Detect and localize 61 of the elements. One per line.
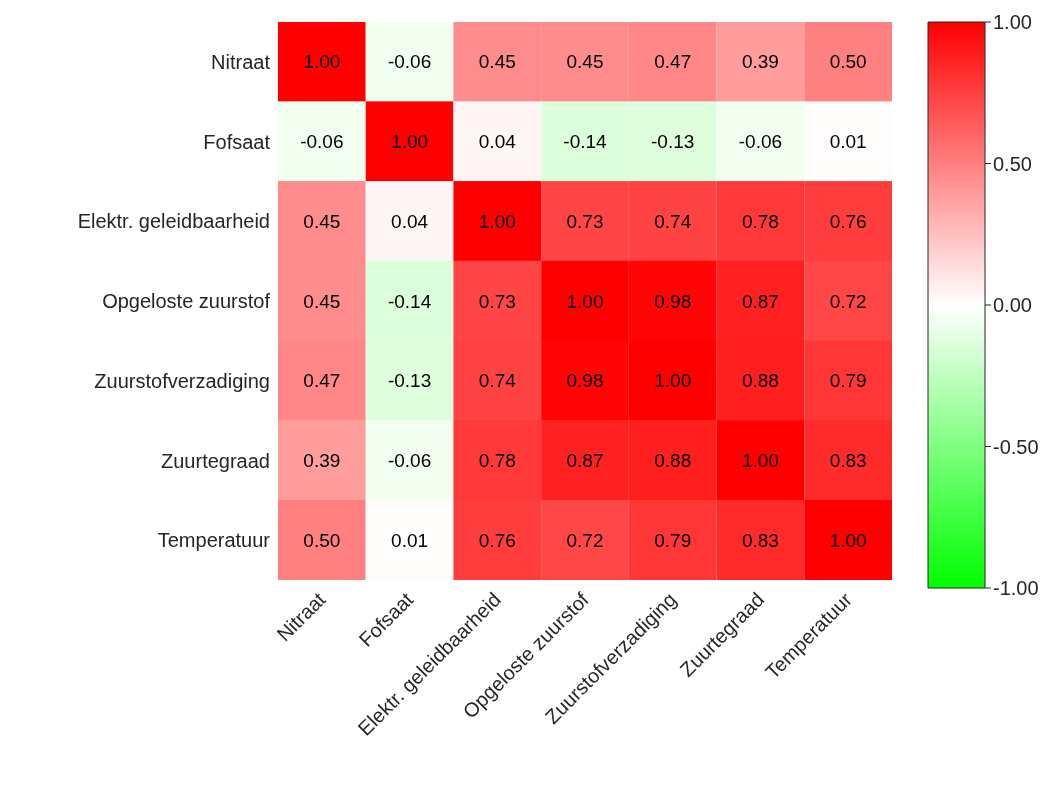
data-label: 0.87 — [741, 290, 779, 312]
data-label: 0.50 — [829, 51, 867, 73]
color-bar-label: -0.50 — [993, 435, 1039, 458]
data-label: 0.87 — [566, 449, 604, 471]
data-label: 0.98 — [566, 370, 604, 392]
data-label: 0.83 — [741, 529, 779, 551]
data-label: 0.45 — [566, 51, 604, 73]
data-label: 0.98 — [654, 290, 692, 312]
data-label: 0.45 — [478, 51, 516, 73]
data-label: 0.01 — [829, 131, 867, 153]
data-label: 0.78 — [478, 449, 516, 471]
data-label: 0.72 — [829, 290, 867, 312]
data-label: 0.47 — [654, 51, 692, 73]
color-bar-label: 0.50 — [993, 152, 1032, 175]
y-tick-label: Elektr. geleidbaarheid — [77, 210, 270, 233]
data-label: 0.01 — [391, 529, 429, 551]
y-tick-label: Temperatuur — [157, 529, 271, 552]
data-label: 0.74 — [654, 210, 692, 232]
data-label: 0.45 — [303, 210, 341, 232]
data-label: 0.76 — [829, 210, 867, 232]
data-label: 1.00 — [303, 51, 341, 73]
y-tick-label: Fofsaat — [203, 130, 271, 153]
data-label: 1.00 — [566, 290, 604, 312]
data-label: 0.79 — [654, 529, 692, 551]
color-bar-label: -1.00 — [993, 577, 1039, 600]
y-tick-label: Zuurtegraad — [161, 449, 270, 472]
color-bar-label: 0.00 — [993, 294, 1032, 317]
data-label: -0.06 — [738, 131, 783, 153]
data-label: -0.13 — [651, 131, 695, 153]
data-label: 0.72 — [566, 529, 604, 551]
data-label: 1.00 — [741, 449, 779, 471]
data-label: 0.04 — [478, 131, 517, 153]
data-label: -0.06 — [387, 51, 432, 73]
data-label: -0.06 — [387, 449, 432, 471]
data-label: 0.73 — [566, 210, 604, 232]
color-bar-label: 1.00 — [993, 11, 1032, 34]
y-tick-label: Opgeloste zuurstof — [102, 290, 271, 313]
data-label: -0.14 — [387, 290, 432, 312]
data-label: -0.14 — [563, 131, 608, 153]
data-label: 1.00 — [391, 131, 429, 153]
data-label: -0.06 — [300, 131, 344, 153]
data-label: 0.39 — [741, 51, 779, 73]
data-label: 0.83 — [829, 449, 867, 471]
data-label: 1.00 — [829, 529, 867, 551]
data-label: 0.88 — [741, 370, 779, 392]
data-label: 0.04 — [391, 210, 429, 232]
data-label: 0.79 — [829, 370, 867, 392]
data-label: 0.73 — [478, 290, 516, 312]
data-label: 0.47 — [303, 370, 341, 392]
data-label: -0.13 — [387, 370, 432, 392]
data-label: 0.50 — [303, 529, 341, 551]
data-label: 0.45 — [303, 290, 341, 312]
y-tick-label: Zuurstofverzadiging — [94, 369, 270, 392]
data-label: 1.00 — [478, 210, 516, 232]
data-label: 0.76 — [478, 529, 516, 551]
y-tick-label: Nitraat — [211, 50, 271, 73]
data-label: 0.88 — [654, 449, 692, 471]
data-label: 0.74 — [478, 370, 517, 392]
data-label: 1.00 — [654, 370, 692, 392]
data-label: 0.39 — [303, 449, 341, 471]
data-label: 0.78 — [741, 210, 779, 232]
